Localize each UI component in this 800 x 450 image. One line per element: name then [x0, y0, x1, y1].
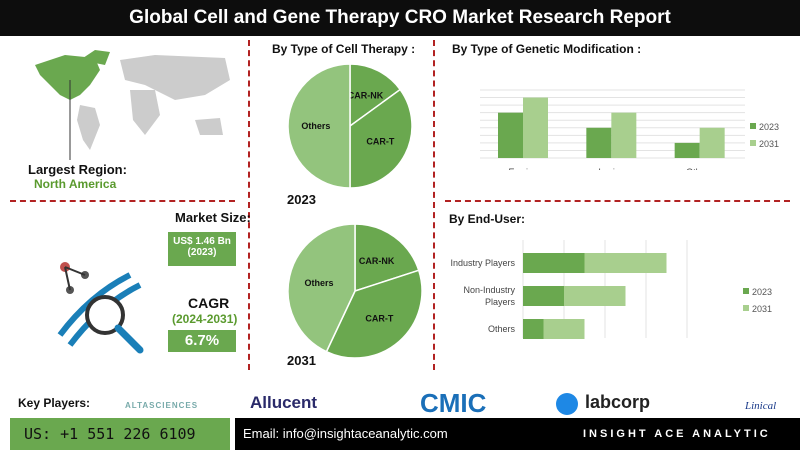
- legend-label: 2031: [759, 139, 779, 149]
- cagr-value: 6.7%: [168, 330, 236, 352]
- y-tick-label: Industry Players: [450, 258, 515, 268]
- pie-label: CAR-NK: [359, 256, 395, 266]
- pie-slice: [287, 63, 351, 189]
- cagr-label: CAGR: [188, 295, 230, 311]
- legend-swatch: [750, 140, 756, 146]
- divider: [445, 200, 790, 202]
- pie-label: CAR-T: [366, 136, 394, 146]
- legend-swatch: [750, 123, 756, 129]
- market-size-year: (2023): [187, 247, 217, 258]
- genetic-mod-chart: Ex vivo In vivo Others 2023 2031: [480, 89, 779, 170]
- divider: [248, 40, 250, 370]
- largest-region-value: North America: [34, 177, 117, 191]
- bar: [586, 127, 612, 158]
- pie-year-2031: 2031: [287, 353, 316, 368]
- logo-cmic: CMIC: [420, 388, 487, 418]
- pie-label: CAR-T: [365, 314, 393, 324]
- logo-linical: Linical: [745, 400, 777, 412]
- y-tick-label: Non-Industry: [463, 285, 515, 295]
- logo-altasciences: ALTASCIENCES: [125, 401, 199, 410]
- pie-chart-2031: CAR-NK CAR-T Others: [287, 223, 423, 359]
- dna-magnifier-icon: [57, 262, 144, 354]
- legend-swatch: [743, 305, 749, 311]
- genetic-mod-title: By Type of Genetic Modification :: [452, 42, 642, 56]
- legend-label: 2031: [752, 304, 772, 314]
- largest-region-label: Largest Region:: [28, 162, 127, 177]
- divider: [433, 40, 435, 370]
- bar: [674, 142, 700, 158]
- pie-label: CAR-NK: [348, 91, 384, 101]
- market-size-label: Market Size:: [175, 210, 251, 225]
- bar: [523, 286, 564, 306]
- logo-labcorp: labcorp: [585, 392, 651, 412]
- end-user-chart: Industry Players Non-Industry Players Other…: [450, 240, 772, 339]
- y-tick-label: Players: [485, 297, 516, 307]
- world-map-icon: [35, 50, 230, 160]
- legend-label: 2023: [759, 122, 779, 132]
- brand-name: INSIGHT ACE ANALYTIC: [583, 428, 771, 440]
- pie-label: Others: [305, 278, 334, 288]
- cell-therapy-title: By Type of Cell Therapy :: [272, 42, 416, 56]
- bar: [523, 319, 544, 339]
- x-tick-label: Ex vivo: [508, 167, 537, 170]
- key-players-label: Key Players:: [18, 396, 91, 410]
- pie-slice: [349, 63, 402, 128]
- labcorp-icon: [556, 393, 578, 415]
- end-user-title: By End-User:: [449, 212, 526, 226]
- legend-swatch: [743, 288, 749, 294]
- bar: [699, 127, 725, 158]
- pie-slice: [287, 223, 356, 353]
- pie-slice: [325, 269, 423, 359]
- pie-slice: [349, 88, 413, 189]
- pie-year-2023: 2023: [287, 192, 316, 207]
- bar: [611, 112, 637, 158]
- pie-chart-2023: CAR-NK CAR-T Others: [287, 63, 413, 189]
- email-address[interactable]: Email: info@insightaceanalytic.com: [243, 426, 448, 441]
- market-size-value: US$ 1.46 Bn: [173, 236, 231, 247]
- x-tick-label: Others: [686, 167, 714, 170]
- bar: [523, 97, 548, 158]
- cagr-period: (2024-2031): [172, 312, 238, 326]
- logo-allucent: Allucent: [250, 393, 318, 412]
- page-title: Global Cell and Gene Therapy CRO Market …: [0, 0, 800, 36]
- bar: [564, 286, 626, 306]
- bar: [543, 319, 585, 339]
- x-tick-label: In vivo: [598, 167, 624, 170]
- phone-number: US: +1 551 226 6109: [10, 418, 230, 450]
- legend-label: 2023: [752, 287, 772, 297]
- bar: [584, 253, 667, 273]
- bar: [523, 253, 585, 273]
- y-tick-label: Others: [488, 324, 516, 334]
- bar: [498, 112, 523, 158]
- divider: [10, 200, 235, 202]
- market-size-box: US$ 1.46 Bn (2023): [168, 232, 236, 266]
- pie-slice: [354, 223, 420, 293]
- pie-label: Others: [301, 121, 330, 131]
